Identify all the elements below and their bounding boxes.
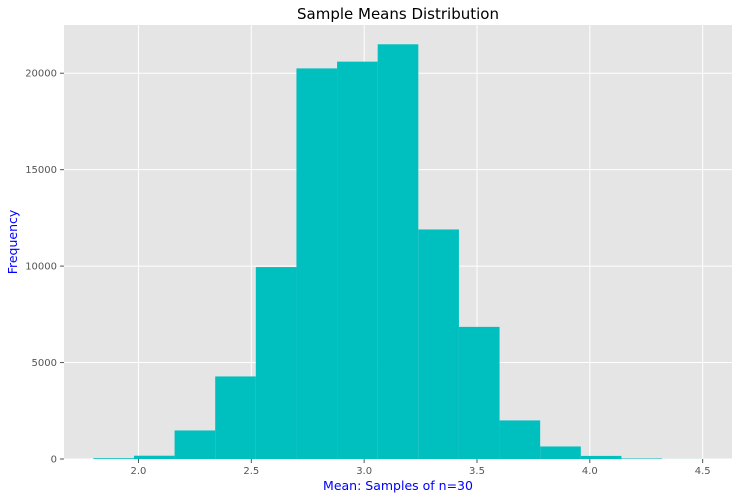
histogram-bar [418, 229, 459, 459]
chart-title: Sample Means Distribution [297, 5, 499, 23]
x-tick-label: 2.5 [243, 466, 259, 477]
histogram-bar [458, 326, 500, 459]
histogram-bar [133, 455, 175, 459]
histogram-bar [296, 68, 338, 460]
y-tick-label: 5000 [32, 358, 57, 369]
y-tick-label: 20000 [25, 69, 57, 80]
histogram-bar [215, 376, 256, 459]
histogram-bar [499, 420, 541, 459]
axis-ticks: 2.0 2.5 3.0 3.5 4.0 4.5 0 5000 10000 15000 20000 [25, 69, 710, 477]
histogram-bar [93, 458, 134, 459]
y-axis-label: Frequency [5, 209, 20, 274]
x-axis-label: Mean: Samples of n=30 [323, 478, 473, 493]
histogram-bar [255, 267, 297, 459]
y-tick-label: 0 [51, 455, 57, 466]
x-tick-label: 3.5 [469, 466, 485, 477]
x-tick-label: 3.0 [356, 466, 372, 477]
histogram-bar [337, 61, 378, 459]
y-tick-label: 15000 [25, 165, 57, 176]
x-tick-label: 4.5 [695, 466, 711, 477]
histogram-bar [540, 446, 581, 459]
histogram-bar [174, 430, 216, 459]
x-tick-label: 2.0 [131, 466, 147, 477]
histogram-bar [377, 44, 419, 460]
histogram-bars [93, 44, 703, 460]
histogram-bar [580, 455, 622, 459]
y-tick-label: 10000 [25, 262, 57, 273]
x-tick-label: 4.0 [582, 466, 598, 477]
